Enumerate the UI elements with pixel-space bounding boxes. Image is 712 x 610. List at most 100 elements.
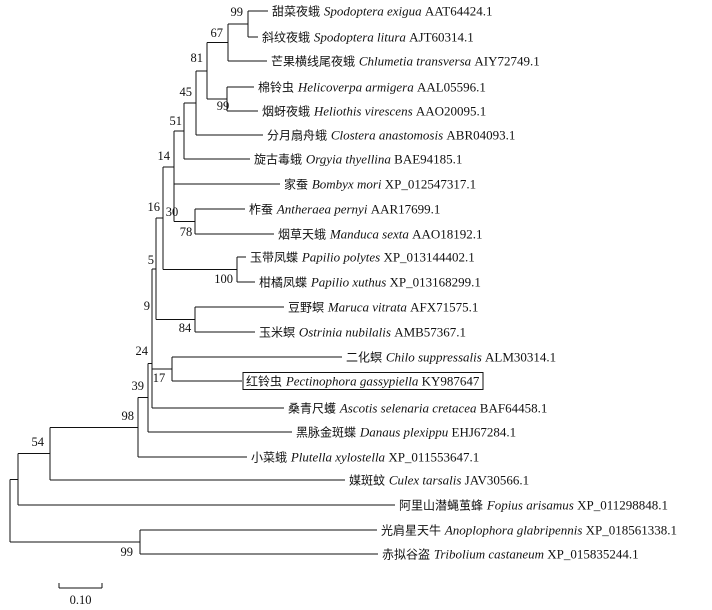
leaf-scientific-name: Spodoptera litura: [314, 30, 409, 45]
leaf-label: 家蚕 Bombyx mori XP_012547317.1: [284, 177, 476, 192]
leaf-accession: EHJ67284.1: [452, 425, 517, 440]
leaf-common-name: 柑橘凤蝶: [259, 275, 311, 290]
leaf-scientific-name: Chlumetia transversa: [359, 54, 475, 69]
support-value: 78: [180, 225, 193, 239]
leaf-common-name: 小菜蛾: [251, 451, 291, 465]
leaf-scientific-name: Manduca sexta: [329, 227, 412, 242]
leaf-common-name: 玉带凤蝶: [250, 250, 302, 265]
leaf-common-name: 棉铃虫: [258, 80, 298, 95]
leaf-accession: ALM30314.1: [485, 350, 556, 365]
support-value: 16: [148, 200, 161, 214]
support-value: 30: [166, 205, 179, 219]
leaf-label: 小菜蛾 Plutella xylostella XP_011553647.1: [251, 450, 479, 465]
support-value: 14: [158, 149, 171, 163]
leaf-accession: KY987647: [422, 374, 480, 389]
leaf-label: 柞蚕 Antheraea pernyi AAR17699.1: [249, 202, 440, 217]
support-value: 84: [179, 321, 192, 335]
leaf-label: 红铃虫 Pectinophora gassypiella KY987647: [246, 374, 480, 389]
leaf-label: 分月扇舟蛾 Clostera anastomosis ABR04093.1: [267, 128, 515, 143]
leaf-label: 芒果横线尾夜蛾 Chlumetia transversa AIY72749.1: [271, 54, 540, 69]
leaf-common-name: 光肩星天牛: [381, 523, 445, 538]
support-value: 99: [217, 99, 230, 113]
leaf-scientific-name: Antheraea pernyi: [276, 202, 371, 217]
leaf-common-name: 媒斑蚊: [349, 473, 389, 488]
leaf-scientific-name: Pectinophora gassypiella: [285, 374, 422, 389]
leaf-accession: XP_011553647.1: [388, 450, 479, 465]
leaf-common-name: 旋古毒蛾: [254, 152, 306, 167]
leaf-scientific-name: Clostera anastomosis: [331, 128, 447, 143]
support-value: 98: [122, 409, 135, 423]
support-value: 81: [191, 51, 204, 65]
leaf-common-name: 二化螟: [346, 351, 386, 365]
leaf-common-name: 玉米螟: [259, 326, 299, 340]
leaf-common-name: 芒果横线尾夜蛾: [271, 54, 359, 69]
leaf-accession: AAO20095.1: [416, 104, 486, 119]
leaf-label: 桑青尺蠖 Ascotis selenaria cretacea BAF64458…: [288, 401, 547, 416]
highlight-box: [242, 372, 484, 390]
leaf-common-name: 桑青尺蠖: [288, 402, 340, 416]
leaf-common-name: 柞蚕: [249, 202, 277, 217]
leaf-common-name: 赤拟谷盗: [382, 547, 434, 562]
leaf-label: 斜纹夜蛾 Spodoptera litura AJT60314.1: [262, 30, 474, 45]
leaf-label: 旋古毒蛾 Orgyia thyellina BAE94185.1: [254, 152, 462, 167]
support-value: 24: [136, 344, 149, 358]
leaf-scientific-name: Papilio xuthus: [310, 275, 390, 290]
leaf-label: 赤拟谷盗 Tribolium castaneum XP_015835244.1: [382, 547, 639, 562]
leaf-common-name: 阿里山潜蝇茧蜂: [399, 499, 487, 513]
support-value: 45: [180, 85, 193, 99]
leaf-scientific-name: Ascotis selenaria cretacea: [339, 401, 480, 416]
leaf-accession: ABR04093.1: [446, 128, 515, 143]
scale-bar-label: 0.10: [70, 593, 92, 607]
leaf-scientific-name: Anoplophora glabripennis: [444, 523, 586, 538]
leaf-scientific-name: Bombyx mori: [312, 177, 385, 192]
leaf-common-name: 分月扇舟蛾: [267, 128, 331, 143]
leaf-label: 阿里山潜蝇茧蜂 Fopius arisamus XP_011298848.1: [399, 498, 668, 513]
leaf-accession: XP_015835244.1: [547, 547, 638, 562]
leaf-common-name: 家蚕: [284, 177, 312, 192]
leaf-scientific-name: Spodoptera exigua: [324, 4, 425, 19]
leaf-common-name: 斜纹夜蛾: [262, 30, 314, 45]
leaf-common-name: 烟蚜夜蛾: [262, 104, 314, 119]
leaf-label: 二化螟 Chilo suppressalis ALM30314.1: [346, 350, 556, 365]
leaf-accession: AMB57367.1: [394, 325, 466, 340]
leaf-scientific-name: Heliothis virescens: [313, 104, 416, 119]
leaf-common-name: 甜菜夜蛾: [272, 4, 324, 19]
leaf-scientific-name: Papilio polytes: [301, 250, 384, 265]
leaf-common-name: 豆野螟: [288, 301, 328, 315]
leaf-label: 玉米螟 Ostrinia nubilalis AMB57367.1: [259, 325, 466, 340]
support-value: 99: [121, 545, 134, 559]
leaf-label: 棉铃虫 Helicoverpa armigera AAL05596.1: [258, 80, 486, 95]
leaf-scientific-name: Tribolium castaneum: [434, 547, 547, 562]
support-value: 17: [153, 371, 166, 385]
leaf-accession: AAL05596.1: [417, 80, 486, 95]
leaf-scientific-name: Plutella xylostella: [290, 450, 388, 465]
leaf-label: 烟蚜夜蛾 Heliothis virescens AAO20095.1: [262, 104, 486, 119]
leaf-accession: BAF64458.1: [480, 401, 548, 416]
scale-bar: 0.10: [58, 583, 103, 607]
support-value: 9: [144, 299, 150, 313]
leaf-accession: AIY72749.1: [474, 54, 539, 69]
leaf-accession: XP_011298848.1: [577, 498, 668, 513]
leaf-accession: AAR17699.1: [371, 202, 441, 217]
leaf-scientific-name: Fopius arisamus: [486, 498, 577, 513]
support-value: 39: [132, 379, 145, 393]
leaf-accession: BAE94185.1: [394, 152, 462, 167]
leaf-common-name: 黑脉金斑蝶: [296, 425, 360, 440]
leaf-label: 媒斑蚊 Culex tarsalis JAV30566.1: [349, 473, 529, 488]
leaf-label: 光肩星天牛 Anoplophora glabripennis XP_018561…: [381, 523, 677, 538]
leaf-accession: AAT64424.1: [425, 4, 493, 19]
leaf-accession: JAV30566.1: [465, 473, 529, 488]
leaf-label: 玉带凤蝶 Papilio polytes XP_013144402.1: [250, 250, 475, 265]
leaf-accession: XP_018561338.1: [586, 523, 677, 538]
support-value: 67: [211, 26, 224, 40]
leaf-scientific-name: Chilo suppressalis: [386, 350, 485, 365]
leaf-accession: AFX71575.1: [410, 300, 478, 315]
leaf-scientific-name: Culex tarsalis: [389, 473, 465, 488]
leaf-accession: AAO18192.1: [412, 227, 482, 242]
leaf-labels: 甜菜夜蛾 Spodoptera exigua AAT64424.1 斜纹夜蛾 Sp…: [242, 4, 677, 562]
leaf-label: 柑橘凤蝶 Papilio xuthus XP_013168299.1: [259, 275, 481, 290]
support-value: 5: [148, 253, 154, 267]
leaf-label: 甜菜夜蛾 Spodoptera exigua AAT64424.1: [272, 4, 492, 19]
